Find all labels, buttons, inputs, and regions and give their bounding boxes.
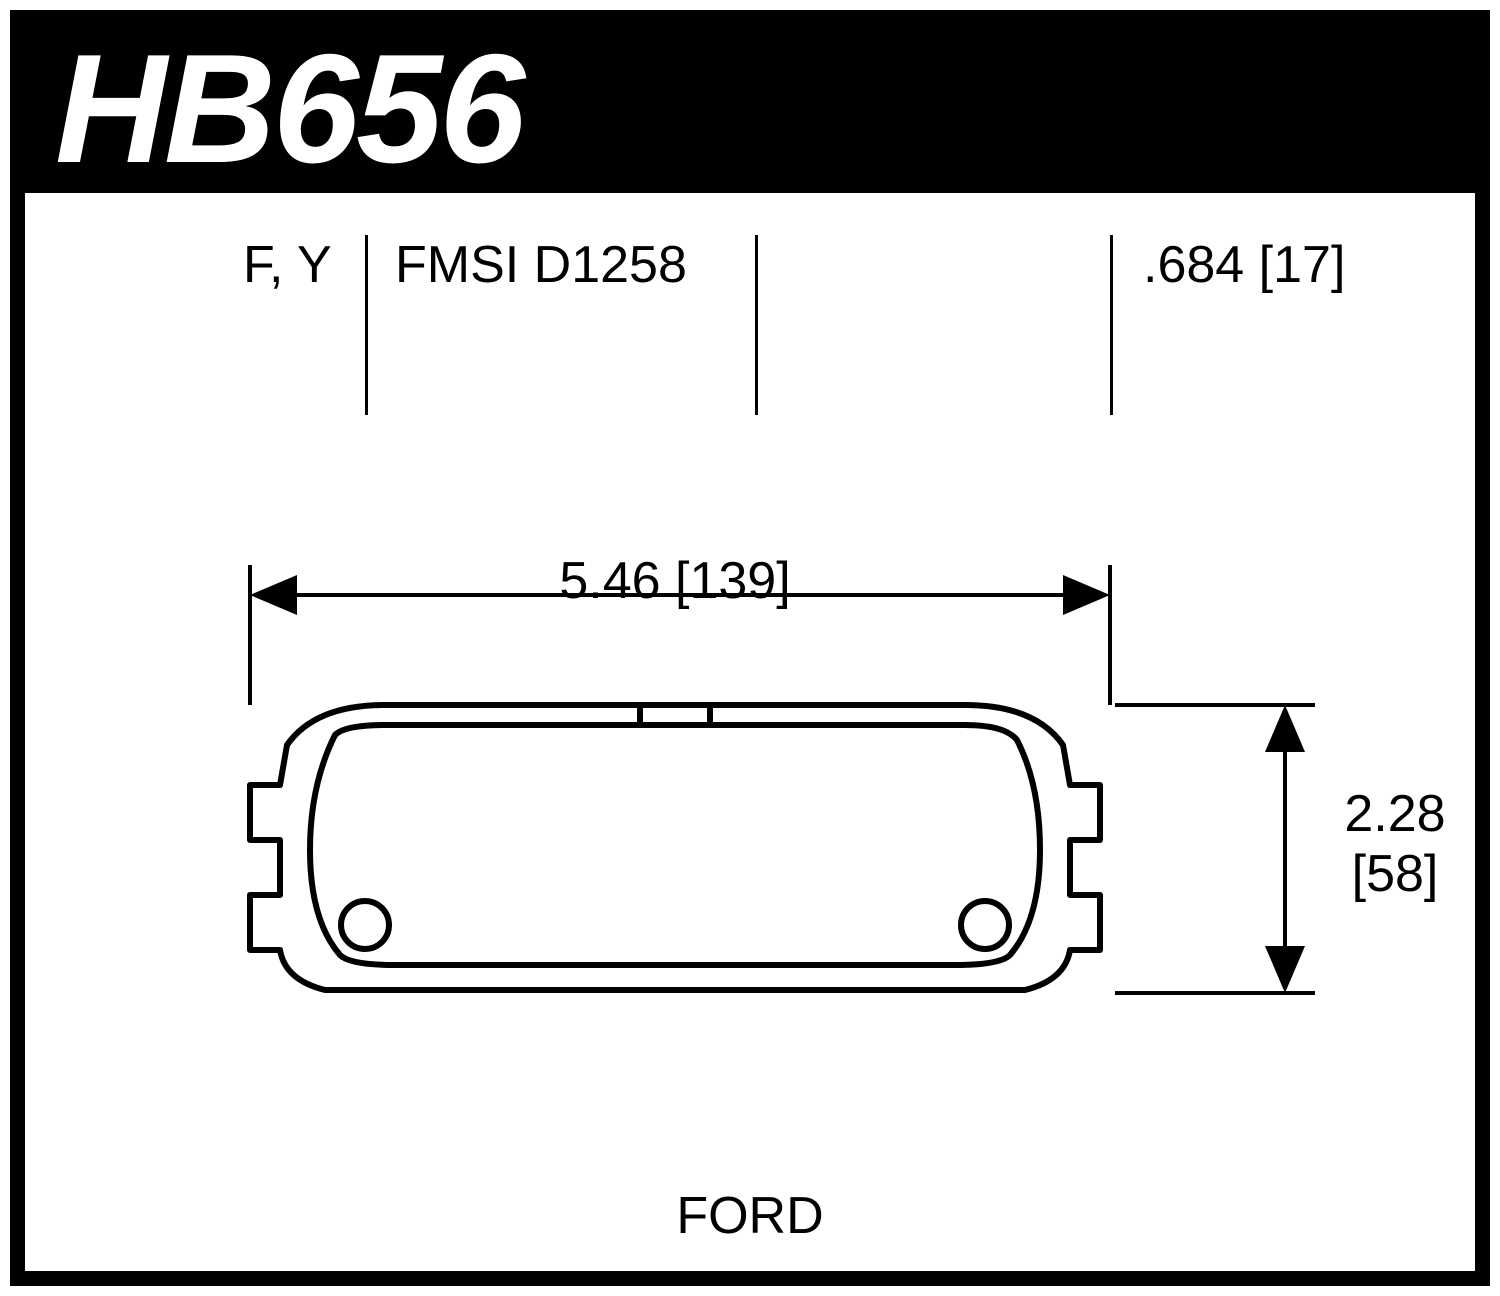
spec-thickness: .684 [17] [1143, 235, 1345, 295]
technical-drawing [25, 25, 1475, 1271]
height-dimension-label: 2.28 [58] [1315, 785, 1475, 905]
spec-fmsi: FMSI D1258 [395, 235, 687, 295]
spec-divider-1 [365, 235, 368, 415]
height-mm: [58] [1352, 845, 1439, 903]
title-bar: HB656 [25, 25, 1475, 193]
spec-divider-2 [755, 235, 758, 415]
part-number: HB656 [55, 20, 522, 198]
width-inches: 5.46 [559, 552, 660, 610]
spec-compounds: F, Y [243, 235, 332, 295]
diagram-frame: HB656 F, Y FMSI D1258 .684 [17] 5.46 [13… [10, 10, 1490, 1286]
spec-divider-3 [1110, 235, 1113, 415]
spec-row: F, Y FMSI D1258 .684 [17] [25, 235, 1475, 435]
width-mm: [139] [675, 552, 791, 610]
height-inches: 2.28 [1344, 785, 1445, 843]
width-dimension-label: 5.46 [139] [515, 551, 835, 611]
brake-pad-outline [250, 705, 1100, 990]
brand-label: FORD [25, 1186, 1475, 1246]
height-dimension-line [1115, 705, 1315, 993]
